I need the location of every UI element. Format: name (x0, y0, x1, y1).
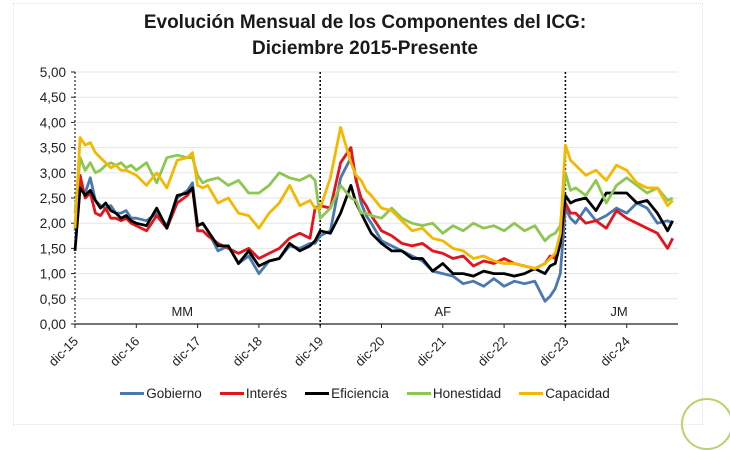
x-tick-label: dic-24 (597, 334, 633, 370)
y-tick-label: 4,50 (40, 90, 66, 105)
period-label-jm: JM (610, 304, 627, 319)
y-tick-label: 2,50 (40, 191, 66, 206)
x-tick-label: dic-22 (475, 334, 511, 370)
y-tick-label: 1,00 (40, 267, 66, 282)
legend-swatch (305, 392, 330, 395)
series-line-eficiencia (73, 183, 674, 278)
y-tick-label: 3,50 (40, 141, 66, 156)
x-tick-label: dic-16 (107, 334, 143, 370)
period-label-mm: MM (171, 304, 193, 319)
chart-title: Evolución Mensual de los Componentes del… (143, 12, 587, 33)
series-line-capacidad (73, 126, 674, 271)
legend-item: Capacidad (519, 386, 610, 401)
legend-label: Gobierno (146, 386, 202, 401)
legend-label: Capacidad (545, 386, 610, 401)
corner-circle-button[interactable] (681, 398, 730, 450)
chart-subtitle: Diciembre 2015-Presente (251, 38, 478, 59)
legend-label: Honestidad (432, 386, 502, 401)
y-tick-label: 3,00 (40, 166, 66, 181)
x-tick-label: dic-19 (291, 334, 327, 370)
y-tick-label: 1,50 (40, 241, 66, 256)
legend-item: Honestidad (406, 386, 502, 401)
line-chart: 0,00 0,50 1,00 1,50 2,00 2,50 3,00 3,50 4,00 4,50… (40, 65, 678, 370)
legend-label: Interés (245, 386, 288, 401)
x-tick-label: dic-15 (45, 334, 81, 370)
legend-swatch (519, 392, 544, 395)
legend-swatch (219, 392, 244, 395)
legend-item: Eficiencia (305, 386, 389, 401)
x-tick-label: dic-23 (536, 334, 572, 370)
x-tick-label: dic-18 (229, 334, 265, 370)
legend-swatch (120, 392, 145, 395)
y-tick-label: 0,50 (40, 292, 66, 307)
legend-item: Gobierno (120, 386, 202, 401)
y-tick-label: 4,00 (40, 115, 66, 130)
legend-swatch (406, 392, 431, 395)
series-line-gobierno (73, 156, 674, 303)
y-tick-label: 5,00 (40, 65, 66, 80)
y-tick-label: 2,00 (40, 216, 66, 231)
x-tick-label: dic-21 (413, 334, 449, 370)
legend-label: Eficiencia (331, 386, 389, 401)
period-label-af: AF (434, 304, 451, 319)
x-tick-label: dic-20 (352, 334, 388, 370)
chart-legend: Gobierno Interés Eficiencia Honestidad Capac… (0, 386, 730, 401)
legend-item: Interés (219, 386, 288, 401)
y-tick-label: 0,00 (40, 317, 66, 332)
x-tick-label: dic-17 (168, 334, 204, 370)
